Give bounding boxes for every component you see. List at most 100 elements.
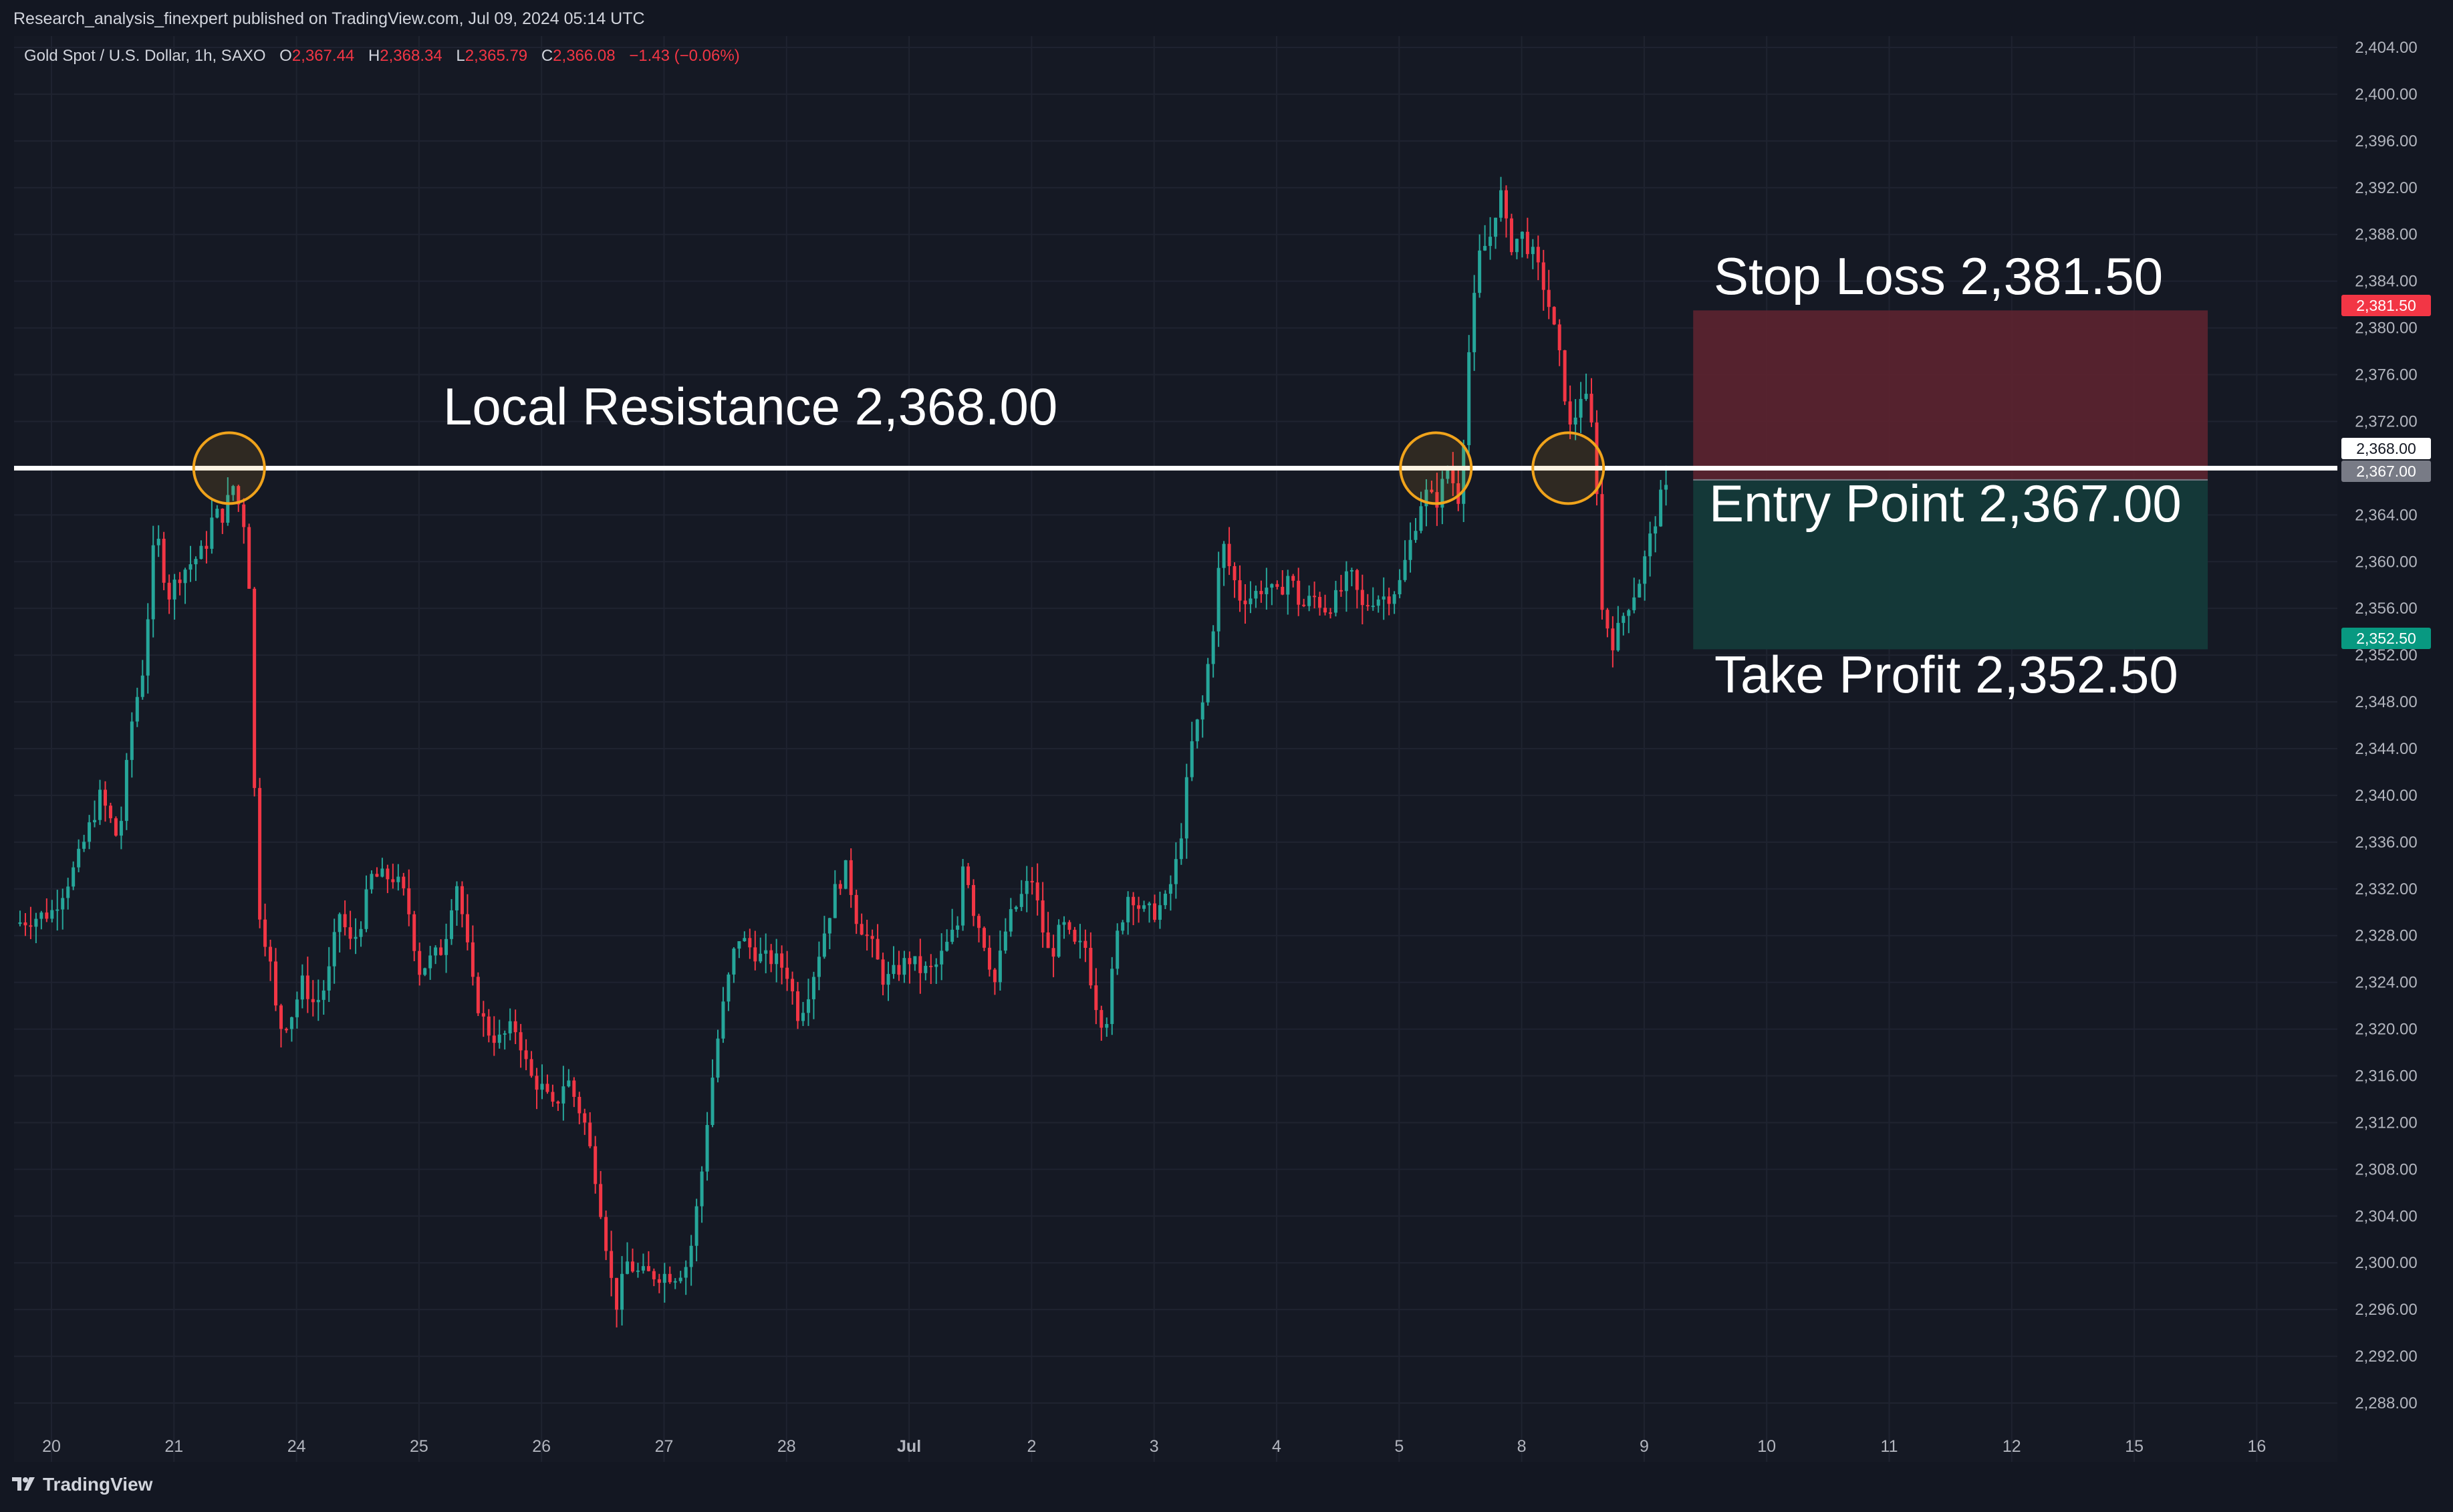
candle-down (652, 1268, 656, 1287)
candle-down (1318, 592, 1322, 616)
candle-up (950, 908, 954, 944)
candle-body (221, 509, 225, 523)
candle-body (1536, 247, 1540, 263)
candle-up (55, 890, 59, 931)
candle-body (1057, 924, 1061, 957)
candle-body (610, 1251, 614, 1278)
candle-body (743, 938, 747, 942)
candle-body (492, 1035, 496, 1043)
candle-down (1083, 929, 1087, 963)
candle-up (1009, 898, 1013, 937)
candle-body (833, 884, 837, 918)
grid-lines (14, 36, 2337, 1462)
candle-up (1142, 900, 1146, 912)
candle-up (1654, 516, 1658, 553)
candle-body (1222, 543, 1226, 568)
candle-up (716, 1029, 720, 1083)
candle-down (167, 574, 171, 614)
candle-body (263, 919, 267, 947)
candle-body (1408, 539, 1412, 560)
candle-down (646, 1251, 650, 1272)
candle-up (998, 930, 1002, 991)
candle-body (865, 934, 869, 936)
candle-body (1270, 584, 1274, 588)
price-tick-label: 2,372.00 (2355, 412, 2417, 430)
candle-up (844, 860, 848, 890)
candle-body (897, 965, 901, 975)
candle-body (801, 1013, 805, 1021)
candle-up (1254, 585, 1258, 608)
candle-down (311, 980, 315, 1017)
candle-down (1243, 584, 1247, 624)
candle-body (1105, 1023, 1109, 1028)
candle-up (93, 800, 97, 828)
candle-up (827, 918, 831, 950)
price-tick-label: 2,352.00 (2355, 646, 2417, 664)
candle-up (620, 1256, 624, 1326)
candle-down (769, 944, 773, 973)
close-value: 2,366.08 (553, 47, 616, 65)
candle-up (1163, 890, 1167, 910)
touch-markers (192, 431, 1605, 505)
candle-body (583, 1113, 587, 1123)
candle-down (284, 1027, 288, 1033)
candle-body (753, 947, 757, 962)
candle-body (167, 582, 171, 600)
candle-down (849, 848, 853, 908)
candle-body (977, 916, 981, 928)
candle-body (1174, 859, 1178, 884)
candle-body (545, 1084, 549, 1092)
candle-body (1419, 506, 1423, 531)
candle-down (577, 1092, 582, 1124)
candle-down (1051, 934, 1055, 977)
candle-body (513, 1021, 517, 1033)
candle-up (561, 1065, 565, 1121)
candle-down (343, 900, 347, 936)
low-label: L (456, 47, 465, 65)
entry-price-tag: 2,367.00 (2341, 461, 2431, 482)
candle-up (1158, 891, 1162, 929)
candle-up (700, 1166, 704, 1223)
candle-body (929, 965, 933, 967)
candle-body (822, 933, 826, 957)
candle-body (1286, 576, 1290, 595)
candle-body (945, 941, 949, 951)
close-label: C (541, 47, 553, 65)
candle-up (1472, 275, 1476, 371)
candle-body (354, 936, 358, 939)
candle-body (1030, 880, 1034, 883)
candle-body (1281, 586, 1285, 595)
candle-body (247, 527, 251, 589)
candle-up (380, 858, 384, 878)
candle-up (662, 1263, 666, 1303)
candle-body (1318, 597, 1322, 608)
candle-body (370, 874, 374, 890)
take-profit-zone (1693, 479, 2208, 650)
price-tick-label: 2,396.00 (2355, 132, 2417, 150)
candle-up (1478, 234, 1482, 298)
candle-body (45, 912, 49, 919)
candle-up (231, 485, 235, 501)
candle-up (332, 918, 336, 984)
candle-up (497, 1019, 501, 1049)
candle-up (1483, 225, 1487, 251)
candle-up (1643, 550, 1647, 601)
candle-body (886, 974, 890, 985)
candle-body (72, 867, 76, 887)
candle-up (743, 931, 747, 942)
candle-down (535, 1067, 539, 1110)
candle-body (1467, 352, 1471, 445)
candle-up (961, 858, 965, 931)
candle-body (503, 1033, 507, 1035)
candle-down (780, 945, 784, 985)
candle-body (1366, 605, 1370, 607)
candle-down (966, 863, 971, 888)
price-tick-label: 2,336.00 (2355, 834, 2417, 852)
candle-up (892, 946, 896, 979)
candle-up (759, 937, 763, 963)
candle-body (1355, 570, 1359, 590)
candle-body (98, 789, 102, 820)
candle-up (902, 951, 906, 983)
